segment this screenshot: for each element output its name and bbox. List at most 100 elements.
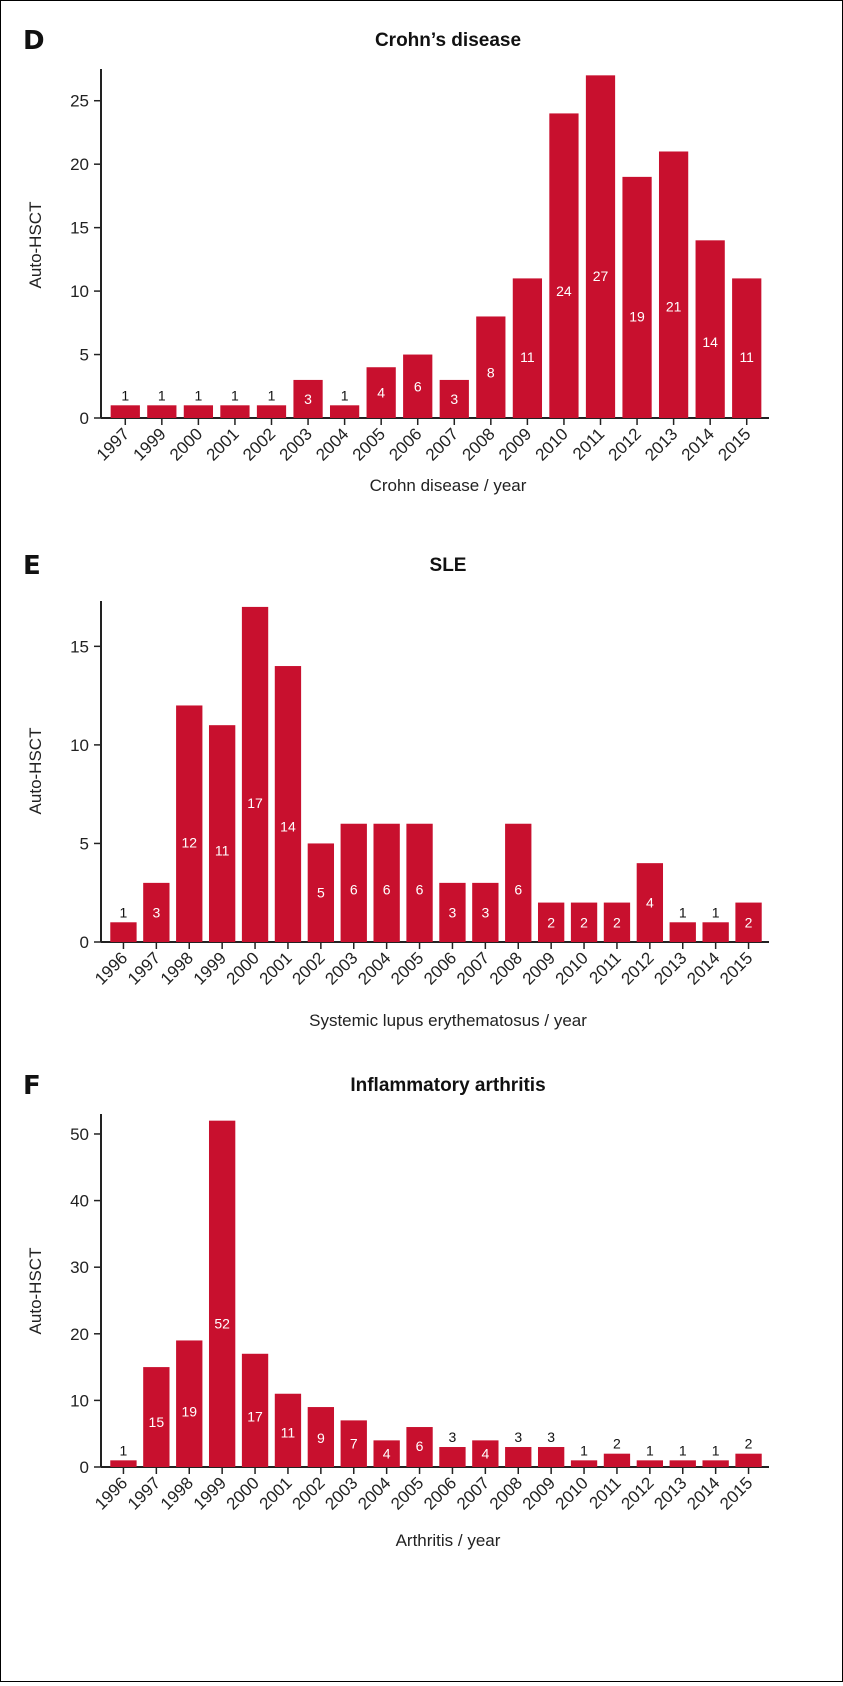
bar-value-label: 17 — [247, 1409, 263, 1425]
bar-value-label: 6 — [514, 882, 522, 898]
x-tick-label: 2012 — [605, 424, 645, 464]
bar-2002 — [307, 843, 335, 942]
bar-value-label: 3 — [450, 391, 458, 407]
x-tick-label: 2010 — [552, 948, 592, 988]
bar-value-label: 3 — [481, 904, 489, 920]
bar-2002 — [256, 405, 287, 418]
bar-2013 — [669, 1460, 696, 1467]
bar-value-label: 11 — [281, 1425, 296, 1441]
bar-value-label: 1 — [679, 1442, 687, 1458]
bar-value-label: 11 — [215, 842, 230, 858]
bar-value-label: 6 — [416, 882, 424, 898]
x-tick-label: 2003 — [276, 424, 316, 464]
y-axis-label: Auto-HSCT — [26, 1248, 45, 1335]
y-tick-label: 40 — [70, 1192, 89, 1211]
bar-2008 — [505, 1447, 532, 1467]
x-tick-label: 2009 — [519, 948, 559, 988]
bar-2012 — [636, 1460, 664, 1467]
bar-2011 — [603, 902, 631, 942]
x-tick-label: 2000 — [223, 948, 263, 988]
bar-1996 — [110, 922, 137, 942]
x-tick-label: 2013 — [650, 948, 690, 988]
x-tick-label: 2006 — [385, 424, 425, 464]
x-tick-label: 2005 — [387, 1473, 427, 1513]
bar-value-label: 19 — [629, 309, 645, 325]
bar-value-label: 15 — [149, 1414, 165, 1430]
x-tick-label: 2010 — [532, 424, 572, 464]
bar-2001 — [274, 666, 302, 942]
y-tick-label: 5 — [80, 346, 89, 365]
bar-2003 — [340, 1420, 367, 1467]
x-tick-label: 1999 — [190, 1473, 230, 1513]
bar-2010 — [570, 1460, 598, 1467]
bar-value-label: 1 — [194, 387, 202, 403]
y-tick-label: 5 — [80, 834, 89, 853]
bar-1996 — [110, 1460, 137, 1467]
bar-2007 — [472, 1440, 499, 1467]
bar-value-label: 12 — [181, 834, 197, 850]
bar-value-label: 7 — [350, 1435, 358, 1451]
bar-value-label: 2 — [580, 914, 588, 930]
bar-2006 — [403, 354, 433, 418]
chart-panel-f: F Inflammatory arthritis 0 10 20 30 40 50 Auto-H… — [23, 1071, 769, 1550]
x-tick-label: 2014 — [683, 1473, 723, 1513]
x-tick-label: 1997 — [124, 1473, 164, 1513]
bar-2003 — [340, 823, 367, 942]
bar-2014 — [695, 240, 725, 418]
bar-value-label: 4 — [646, 895, 654, 911]
bar-2006 — [439, 882, 466, 942]
bar-2004 — [373, 823, 400, 942]
bar-value-label: 8 — [487, 364, 495, 380]
x-tick-label: 1999 — [129, 424, 169, 464]
x-tick-label: 2012 — [617, 1473, 657, 1513]
x-tick-label: 2003 — [321, 948, 361, 988]
x-tick-label: 2013 — [650, 1473, 690, 1513]
bar-value-label: 24 — [556, 283, 572, 299]
chart-panel-d: D Crohn’s disease0510152025Auto-HSCT19971… — [23, 26, 769, 495]
bar-value-label: 1 — [341, 387, 349, 403]
bar-value-label: 27 — [593, 268, 609, 284]
bar-value-label: 3 — [152, 904, 160, 920]
bar-value-label: 3 — [547, 1429, 555, 1445]
bar-value-label: 1 — [679, 904, 687, 920]
bar-2015 — [735, 1453, 762, 1467]
bar-2001 — [220, 405, 250, 418]
bar-2012 — [636, 863, 664, 942]
bar-value-label: 6 — [414, 378, 422, 394]
x-tick-label: 2009 — [519, 1473, 559, 1513]
x-tick-label: 2014 — [678, 424, 718, 464]
x-tick-label: 2014 — [683, 948, 723, 988]
x-tick-label: 2011 — [585, 948, 624, 987]
chart-title: Inflammatory arthritis — [350, 1075, 545, 1096]
x-tick-label: 2007 — [453, 948, 493, 988]
x-tick-label: 2000 — [166, 424, 206, 464]
y-tick-label: 30 — [70, 1258, 89, 1277]
y-tick-label: 20 — [70, 155, 89, 174]
bar-value-label: 17 — [247, 795, 263, 811]
bar-value-label: 1 — [120, 1442, 128, 1458]
y-tick-label: 10 — [70, 736, 89, 755]
bar-2007 — [472, 882, 499, 942]
x-axis-label: Systemic lupus erythematosus / year — [309, 1011, 587, 1030]
bar-value-label: 6 — [383, 882, 391, 898]
bar-2015 — [735, 902, 762, 942]
x-tick-label: 2008 — [486, 948, 526, 988]
x-tick-label: 2011 — [569, 424, 608, 463]
x-tick-label: 2005 — [387, 948, 427, 988]
x-axis-label: Arthritis / year — [396, 1531, 501, 1550]
bar-1997 — [110, 405, 140, 418]
bar-2000 — [183, 405, 214, 418]
x-tick-label: 2001 — [203, 424, 243, 464]
bar-2009 — [512, 278, 543, 418]
bar-value-label: 2 — [547, 914, 555, 930]
x-tick-label: 1996 — [91, 948, 131, 988]
bar-value-label: 21 — [666, 298, 682, 314]
bar-2010 — [549, 113, 579, 418]
bar-2003 — [293, 379, 323, 418]
x-tick-label: 2015 — [716, 1473, 756, 1513]
bar-value-label: 1 — [712, 1442, 720, 1458]
bar-value-label: 52 — [214, 1315, 230, 1331]
bar-2011 — [603, 1453, 631, 1467]
bar-2015 — [732, 278, 762, 418]
